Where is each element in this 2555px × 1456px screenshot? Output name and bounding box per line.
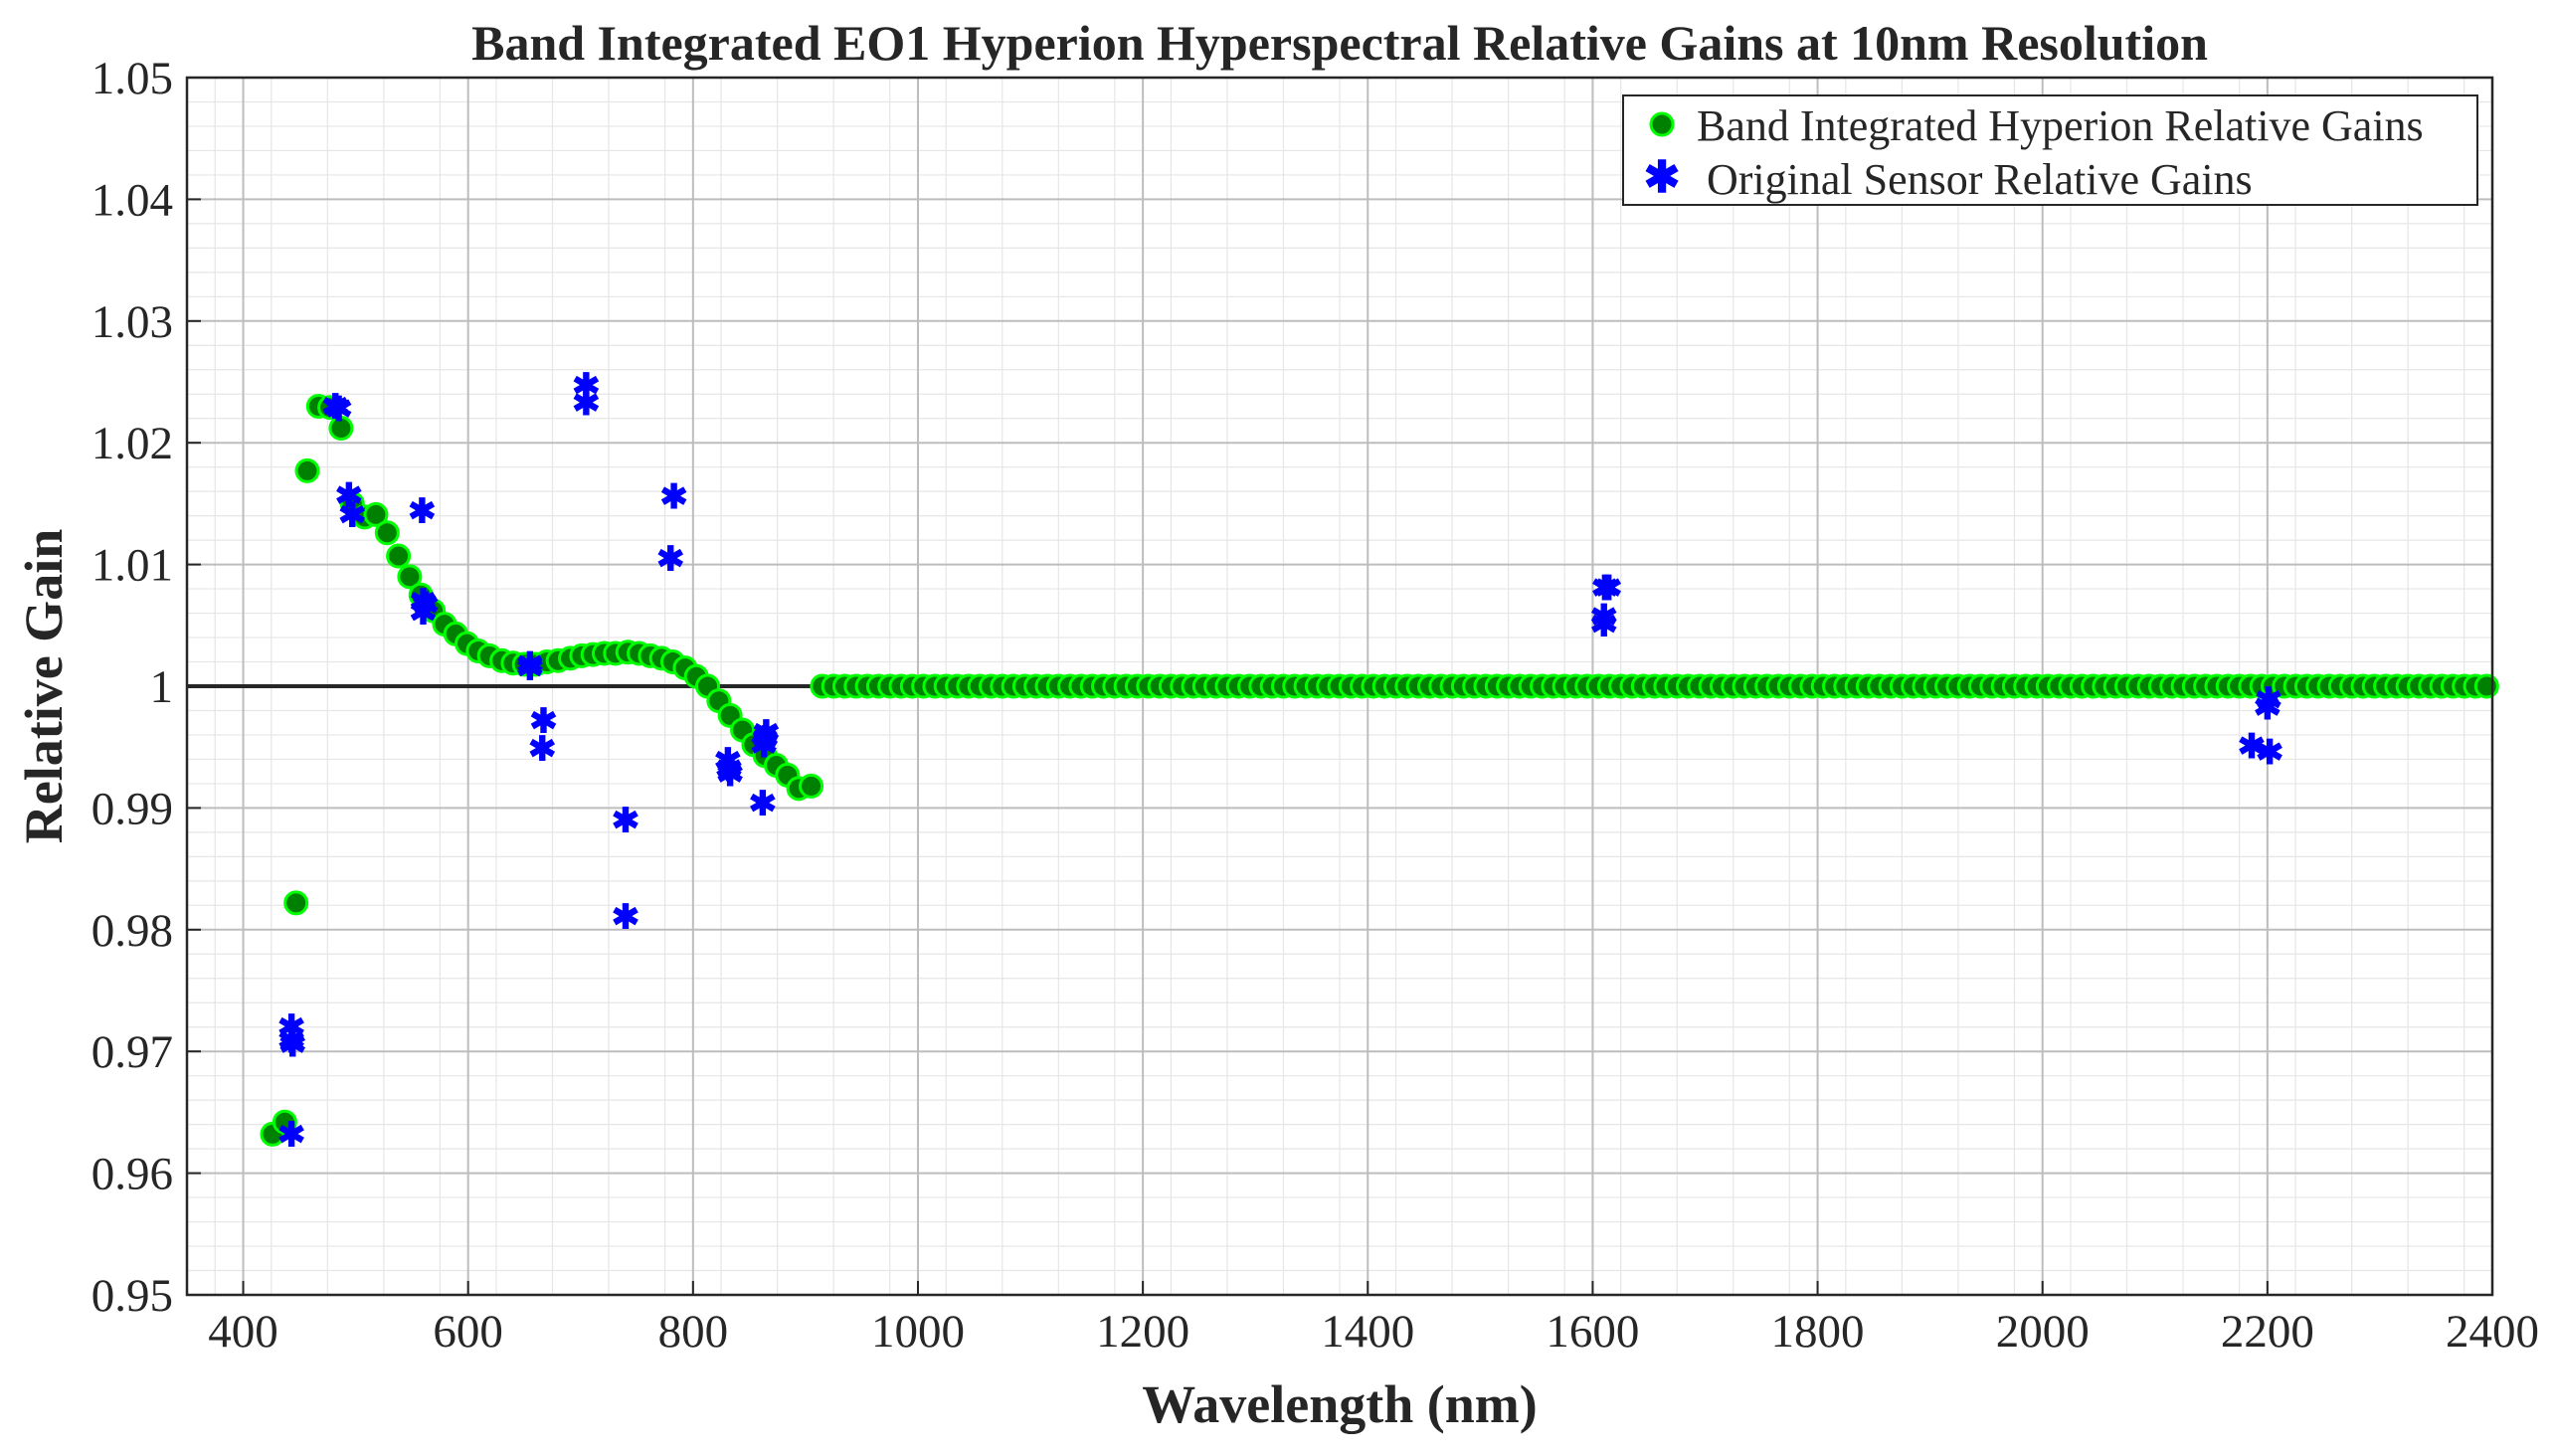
band-integrated-point (294, 457, 320, 483)
x-tick-label: 800 (658, 1306, 729, 1358)
y-tick-label: 0.96 (91, 1149, 173, 1200)
original-sensor-point: ✱ (751, 722, 780, 759)
original-sensor-point: ✱ (529, 703, 558, 740)
original-sensor-point: ✱ (516, 651, 545, 688)
original-sensor-point: ✱ (572, 369, 601, 406)
y-tick-label: 1 (150, 661, 174, 713)
band-integrated-point (397, 564, 423, 590)
y-tick-label: 1.02 (91, 418, 173, 469)
original-sensor-point: ✱ (335, 478, 364, 515)
data-marks: ✱✱✱✱✱✱✱✱ ✱✱✱✱✱✱✱✱✱✱✱✱✱✱✱✱✱✱✱✱✱✱✱✱✱✱✱✱✱ (260, 369, 2499, 1154)
band-integrated-point (386, 543, 412, 569)
original-sensor-point: ✱ (277, 1010, 306, 1047)
y-tick-label: 0.97 (91, 1026, 173, 1078)
x-tick-label: 2400 (2446, 1306, 2539, 1358)
original-sensor-point: ✱ (572, 386, 601, 423)
band-integrated-point (2473, 673, 2499, 699)
band-integrated-point (799, 773, 824, 799)
band-integrated-point (283, 890, 309, 916)
y-axis-label: Relative Gain (14, 529, 74, 843)
original-sensor-point: ✱ (1589, 600, 1618, 637)
x-tick-label: 1800 (1771, 1306, 1865, 1358)
original-sensor-point: ✱ (656, 541, 685, 578)
original-sensor-point: ✱ (1594, 571, 1623, 608)
y-tick-label: 0.98 (91, 905, 173, 957)
x-tick-label: 600 (433, 1306, 503, 1358)
original-sensor-point: ✱ (1589, 608, 1618, 644)
original-sensor-point: ✱ (752, 716, 781, 753)
band-integrated-point (317, 395, 343, 421)
original-sensor-point: ✱ (277, 1117, 306, 1154)
original-sensor-point: ✱ (324, 392, 353, 429)
original-sensor-point: ✱ (750, 728, 779, 765)
original-sensor-point: ✱ (659, 479, 688, 516)
legend: Band Integrated Hyperion Relative Gains … (1622, 94, 2478, 206)
legend-asterisk-marker: ✱ (1644, 153, 1681, 202)
x-tick-label: 2000 (1996, 1306, 2090, 1358)
x-tick-label: 1600 (1546, 1306, 1639, 1358)
legend-circle-marker (1649, 111, 1675, 137)
x-tick-label: 1200 (1096, 1306, 1189, 1358)
original-sensor-point: ✱ (612, 804, 640, 840)
original-sensor-point: ✱ (715, 752, 744, 789)
original-sensor-point: ✱ (408, 494, 437, 531)
legend-band-integrated-label: Band Integrated Hyperion Relative Gains (1697, 101, 2424, 150)
original-sensor-point: ✱ (2255, 682, 2283, 719)
original-sensor-point: ✱ (409, 584, 438, 621)
band-integrated-point (363, 501, 389, 527)
x-axis-label: Wavelength (nm) (1142, 1374, 1538, 1434)
original-sensor-point: ✱ (2254, 690, 2282, 727)
x-tick-label: 2200 (2221, 1306, 2314, 1358)
axis-ticks: 400 600 800 1000 1200 1400 1600 1800 2000 2200 240… (91, 53, 2539, 1358)
original-sensor-point: ✱ (1591, 571, 1620, 608)
original-sensor-point: ✱ (411, 588, 440, 625)
legend-original-sensor-label: Original Sensor Relative Gains (1707, 155, 2253, 204)
y-tick-label: 1.04 (91, 174, 173, 226)
original-sensor-point: ✱ (2256, 735, 2284, 772)
legend-box (1622, 94, 2478, 206)
band-integrated-point (374, 520, 400, 546)
chart-title: Band Integrated EO1 Hyperion Hyperspectr… (471, 15, 2208, 71)
original-sensor-point: ✱ (749, 787, 778, 823)
y-tick-label: 0.99 (91, 783, 173, 834)
original-sensor-point: ✱ (516, 647, 545, 684)
y-tick-label: 1.05 (91, 53, 173, 104)
original-sensor-point: ✱ (321, 389, 350, 426)
original-sensor-point: ✱ (716, 757, 745, 794)
x-tick-label: 400 (208, 1306, 278, 1358)
y-tick-label: 1.01 (91, 540, 173, 592)
original-sensor-point: ✱ (277, 1023, 306, 1060)
y-tick-label: 0.95 (91, 1270, 173, 1322)
original-sensor-point: ✱ (714, 744, 743, 781)
original-sensor-point: ✱ (2238, 729, 2267, 766)
original-sensor-point: ✱ (528, 731, 557, 768)
original-sensor-point: ✱ (278, 1027, 307, 1064)
x-tick-label: 1400 (1321, 1306, 1414, 1358)
band-integrated-point (408, 582, 434, 608)
x-tick-label: 1000 (871, 1306, 965, 1358)
y-tick-label: 1.03 (91, 296, 173, 348)
original-sensor-point: ✱ (612, 899, 640, 936)
original-sensor-point: ✱ (338, 497, 367, 534)
original-sensor-point: ✱ (409, 595, 438, 632)
band-integrated-point (328, 416, 354, 442)
band-integrated-point (272, 1109, 297, 1135)
